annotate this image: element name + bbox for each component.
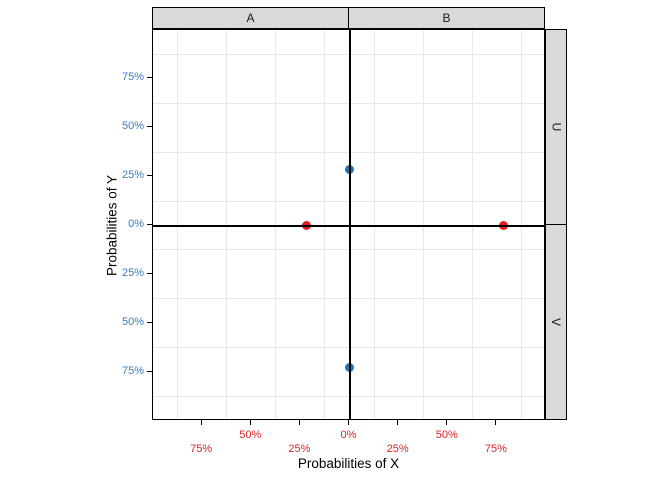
y-tick-label: 50% bbox=[121, 120, 144, 133]
x-axis-tick bbox=[348, 420, 349, 425]
y-axis-tick bbox=[147, 175, 152, 177]
y-axis-tick bbox=[147, 224, 152, 225]
x-tick-label: 25% bbox=[288, 442, 311, 455]
y-tick-label: 25% bbox=[121, 169, 144, 182]
x-axis-tick bbox=[249, 420, 251, 425]
x-tick-label: 75% bbox=[190, 442, 213, 455]
y-tick-label: 50% bbox=[121, 315, 144, 328]
y-axis-title: Probabilities of Y bbox=[104, 174, 120, 277]
x-tick-label: 50% bbox=[435, 429, 458, 441]
y-axis-tick bbox=[147, 321, 152, 323]
y-axis-tick bbox=[147, 126, 152, 128]
x-tick-label: 75% bbox=[484, 442, 507, 455]
facet-strip-row-v: V bbox=[545, 224, 567, 420]
y-tick-label: 75% bbox=[121, 71, 144, 84]
x-axis-tick bbox=[397, 420, 399, 425]
x-axis-tick bbox=[495, 420, 497, 425]
facet-strip-column-b: B bbox=[348, 7, 545, 29]
x-axis-title: Probabilities of X bbox=[297, 456, 400, 471]
facet-strip-label-b: B bbox=[442, 11, 451, 25]
y-tick-label: 0% bbox=[128, 218, 144, 230]
x-tick-label: 50% bbox=[239, 429, 262, 441]
facet-strip-row-u: U bbox=[545, 29, 567, 225]
x-axis-tick bbox=[298, 420, 300, 425]
y-axis-tick bbox=[147, 272, 152, 274]
y-axis-tick bbox=[147, 370, 152, 372]
plot-panel bbox=[152, 29, 545, 420]
y-tick-label: 75% bbox=[121, 364, 144, 377]
facet-strip-label-v: V bbox=[548, 317, 563, 327]
x-axis-tick bbox=[446, 420, 448, 425]
facet-strip-column-a: A bbox=[152, 7, 349, 29]
x-tick-label: 0% bbox=[340, 429, 357, 441]
y-axis-tick bbox=[147, 77, 152, 79]
x-tick-label: 25% bbox=[386, 442, 409, 455]
y-zero-axis-line bbox=[153, 224, 544, 227]
y-tick-label: 25% bbox=[121, 266, 144, 279]
facet-strip-label-u: U bbox=[548, 122, 563, 132]
facet-strip-label-a: A bbox=[246, 11, 255, 25]
x-axis-tick bbox=[200, 420, 202, 425]
